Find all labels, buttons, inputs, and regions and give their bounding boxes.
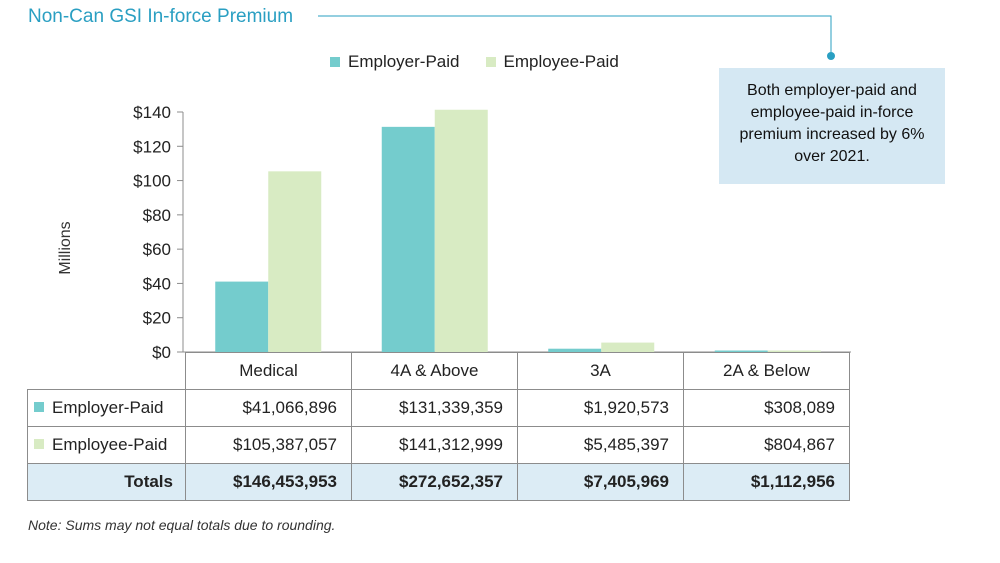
callout-box: Both employer-paid and employee-paid in-… bbox=[719, 68, 945, 184]
y-tick-label: $100 bbox=[133, 172, 171, 191]
legend-swatch-employee bbox=[485, 57, 496, 67]
y-tick-label: $60 bbox=[143, 240, 171, 259]
data-table: Medical 4A & Above 3A 2A & Below Employe… bbox=[27, 352, 850, 501]
table-cell: $105,387,057 bbox=[185, 426, 352, 464]
callout-connector bbox=[318, 15, 835, 60]
bar-employer-2 bbox=[548, 348, 602, 352]
table-cell-total: $1,112,956 bbox=[683, 463, 850, 501]
legend: Employer-Paid Employee-Paid bbox=[330, 52, 619, 72]
legend-label-employee: Employee-Paid bbox=[503, 52, 619, 71]
y-tick-label: $20 bbox=[143, 309, 171, 328]
table-cell: $5,485,397 bbox=[517, 426, 684, 464]
table-cell: $141,312,999 bbox=[351, 426, 518, 464]
table-cell-total: $7,405,969 bbox=[517, 463, 684, 501]
table-cell: $804,867 bbox=[683, 426, 850, 464]
bar-chart: $0$20$40$60$80$100$120$140 bbox=[133, 103, 851, 360]
bars bbox=[215, 109, 821, 353]
bar-employer-1 bbox=[381, 126, 435, 353]
legend-label-employer: Employer-Paid bbox=[348, 52, 460, 71]
legend-item-employer: Employer-Paid bbox=[330, 52, 460, 72]
table-row-employer: Employer-Paid $41,066,896 $131,339,359 $… bbox=[27, 389, 850, 427]
bar-employee-2 bbox=[601, 342, 655, 352]
legend-item-employee: Employee-Paid bbox=[485, 52, 619, 72]
callout-text: Both employer-paid and employee-paid in-… bbox=[739, 82, 925, 165]
y-tick-label: $80 bbox=[143, 206, 171, 225]
bar-employee-3 bbox=[767, 350, 821, 352]
table-cell-total: $272,652,357 bbox=[351, 463, 518, 501]
y-tick-label: $120 bbox=[133, 137, 171, 156]
table-header-2a-below: 2A & Below bbox=[683, 352, 850, 390]
bar-employer-0 bbox=[215, 281, 269, 352]
table-header-3a: 3A bbox=[517, 352, 684, 390]
table-swatch-employer bbox=[34, 402, 44, 412]
table-cell: $308,089 bbox=[683, 389, 850, 427]
table-row-totals: Totals $146,453,953 $272,652,357 $7,405,… bbox=[27, 463, 850, 501]
bar-employer-3 bbox=[714, 350, 768, 352]
table-swatch-employee bbox=[34, 439, 44, 449]
table-rowlabel-employee: Employee-Paid bbox=[52, 435, 168, 454]
table-row-employee: Employee-Paid $105,387,057 $141,312,999 … bbox=[27, 426, 850, 464]
table-header-row: Medical 4A & Above 3A 2A & Below bbox=[27, 352, 850, 390]
y-tick-label: $40 bbox=[143, 274, 171, 293]
table-cell: $1,920,573 bbox=[517, 389, 684, 427]
bar-employee-0 bbox=[268, 171, 322, 352]
bar-employee-1 bbox=[434, 109, 488, 352]
table-rowhead-employer: Employer-Paid bbox=[27, 389, 186, 427]
table-cell: $41,066,896 bbox=[185, 389, 352, 427]
table-rowlabel-totals: Totals bbox=[27, 463, 186, 501]
footnote: Note: Sums may not equal totals due to r… bbox=[28, 517, 336, 533]
y-axis: $0$20$40$60$80$100$120$140 bbox=[133, 103, 851, 360]
y-tick-label: $140 bbox=[133, 103, 171, 122]
table-cell-total: $146,453,953 bbox=[185, 463, 352, 501]
table-rowhead-employee: Employee-Paid bbox=[27, 426, 186, 464]
chart-title: Non-Can GSI In-force Premium bbox=[28, 6, 294, 27]
table-header-medical: Medical bbox=[185, 352, 352, 390]
table-corner bbox=[27, 352, 186, 390]
table-cell: $131,339,359 bbox=[351, 389, 518, 427]
table-header-4a-above: 4A & Above bbox=[351, 352, 518, 390]
legend-swatch-employer bbox=[330, 57, 340, 67]
table-rowlabel-employer: Employer-Paid bbox=[52, 398, 164, 417]
